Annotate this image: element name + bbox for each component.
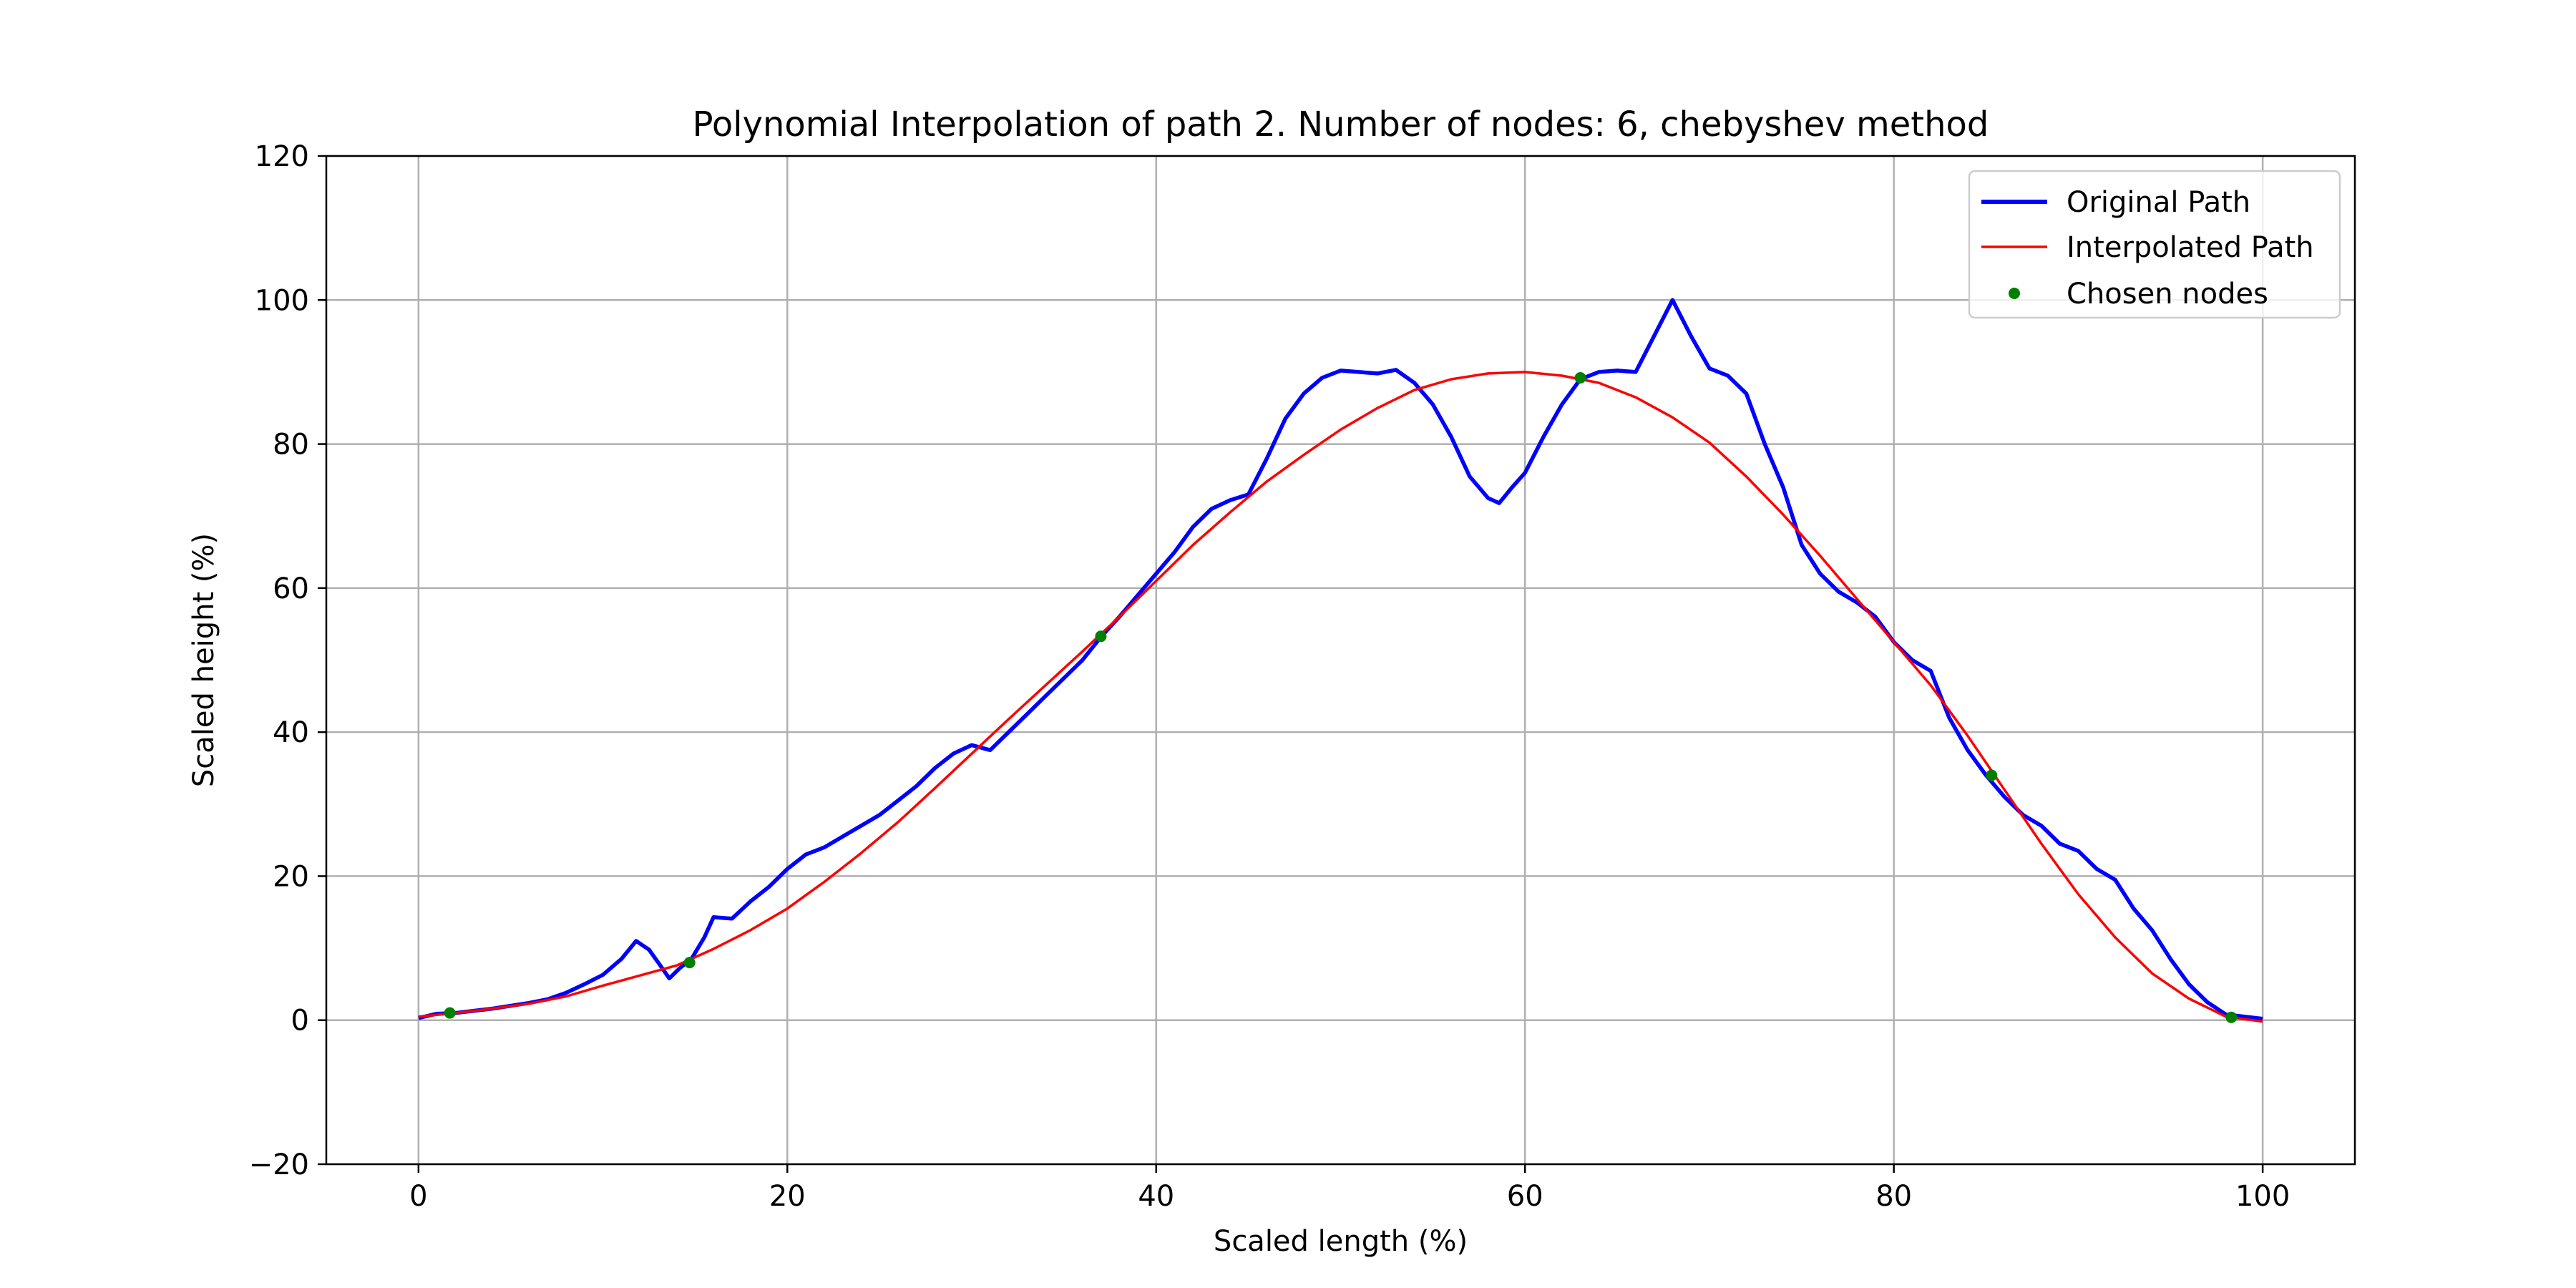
legend-box (1968, 170, 2341, 319)
y-tick-label: 80 (273, 429, 309, 462)
chosen-node-point (2225, 1011, 2238, 1023)
chosen-node-point (1574, 371, 1586, 384)
y-tick-label: −20 (249, 1148, 309, 1181)
axes-frame (325, 155, 2356, 1166)
y-tick-label: 40 (273, 716, 309, 749)
legend-interpolated-label: Interpolated Path (2067, 231, 2314, 264)
chosen-node-point (683, 957, 696, 969)
chart-title: Polynomial Interpolation of path 2. Numb… (693, 104, 1989, 145)
x-tick-label: 0 (409, 1180, 427, 1213)
x-tick-label: 60 (1507, 1180, 1543, 1213)
x-tick-label: 100 (2235, 1180, 2290, 1213)
chosen-node-point (1986, 769, 1998, 781)
legend-nodes-marker (2009, 288, 2020, 299)
y-tick-label: 60 (273, 572, 309, 605)
y-tick-label: 0 (291, 1005, 309, 1038)
y-axis-label: Scaled height (%) (187, 533, 220, 787)
legend-original-label: Original Path (2067, 186, 2250, 219)
y-tick-label: 20 (273, 860, 309, 893)
x-axis-label: Scaled length (%) (1214, 1225, 1468, 1258)
x-tick-label: 40 (1138, 1180, 1174, 1213)
plot-area (418, 298, 2263, 1023)
chosen-node-point (1095, 630, 1107, 643)
legend: Original Path Interpolated Path Chosen n… (1968, 170, 2341, 319)
y-tick-label: 100 (255, 284, 309, 317)
x-tick-label: 20 (769, 1180, 806, 1213)
legend-nodes-label: Chosen nodes (2067, 278, 2268, 311)
interpolated-path-line (418, 371, 2263, 1023)
chosen-node-point (444, 1007, 456, 1019)
x-tick-label: 80 (1875, 1180, 1912, 1213)
ticks: 0 20 40 60 80 100 −20 0 20 40 60 80 100 120 (249, 140, 2290, 1213)
y-tick-label: 120 (255, 140, 309, 173)
